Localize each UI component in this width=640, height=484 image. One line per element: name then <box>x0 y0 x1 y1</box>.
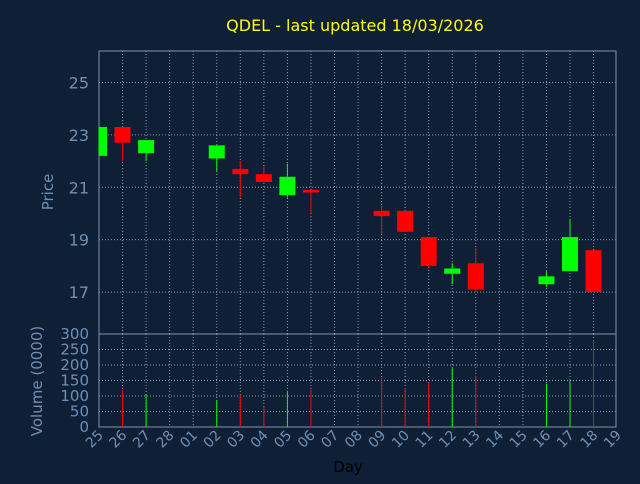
candle-27 <box>138 140 155 162</box>
chart-title: QDEL - last updated 18/03/2026 <box>226 16 484 35</box>
candle-body <box>585 250 602 293</box>
day-axis-label: Day <box>333 458 363 476</box>
volume-panel-frame <box>98 333 617 428</box>
volume-grid <box>99 334 616 427</box>
candle-body <box>208 145 225 159</box>
candle-body <box>420 237 437 266</box>
candle-16 <box>538 271 555 287</box>
candle-body <box>114 126 131 143</box>
candle-04 <box>255 166 272 183</box>
price-tick-label: 17 <box>69 283 89 302</box>
volume-tick-label: 300 <box>60 325 89 343</box>
candle-17 <box>562 218 578 272</box>
candle-12 <box>444 263 461 285</box>
candle-09 <box>373 205 390 235</box>
price-tick-label: 23 <box>69 126 89 145</box>
price-axis-ticks: 17 19 21 23 25 <box>69 73 89 302</box>
candle-06 <box>302 189 319 214</box>
day-axis-ticks: 25 26 27 28 01 02 03 04 05 06 07 08 09 10 11 12 13 14 15 16… <box>83 427 625 451</box>
candle-13 <box>467 247 484 293</box>
candle-body <box>232 168 249 175</box>
candle-body <box>255 174 272 183</box>
candle-body <box>138 140 155 154</box>
candle-body <box>467 263 484 290</box>
volume-tick-label: 0 <box>79 418 89 436</box>
volume-tick-label: 200 <box>60 356 89 374</box>
volume-tick-label: 150 <box>60 372 89 390</box>
candle-body <box>99 126 107 156</box>
volume-tick-label: 100 <box>60 387 89 405</box>
candlesticks <box>98 126 602 293</box>
volume-bars <box>122 340 595 427</box>
candle-02 <box>208 145 225 172</box>
candle-body <box>562 237 578 272</box>
candle-03 <box>232 161 249 198</box>
candle-26 <box>114 126 131 162</box>
price-axis-label: Price <box>39 174 57 211</box>
candle-body <box>397 210 414 232</box>
candle-10 <box>397 210 414 232</box>
candle-body <box>279 176 296 196</box>
candle-25 <box>98 126 107 156</box>
candle-body <box>538 276 555 285</box>
price-tick-label: 25 <box>69 73 89 92</box>
price-tick-label: 19 <box>69 231 89 250</box>
volume-axis-label: Volume (0000) <box>28 326 46 436</box>
candle-body <box>444 268 461 274</box>
volume-tick-label: 50 <box>70 403 89 421</box>
candle-11 <box>420 237 437 269</box>
candle-body <box>373 210 390 217</box>
price-tick-label: 21 <box>69 178 89 197</box>
volume-tick-label: 250 <box>60 341 89 359</box>
candle-18 <box>585 250 602 293</box>
candle-body <box>302 189 319 193</box>
candle-05 <box>279 163 296 198</box>
